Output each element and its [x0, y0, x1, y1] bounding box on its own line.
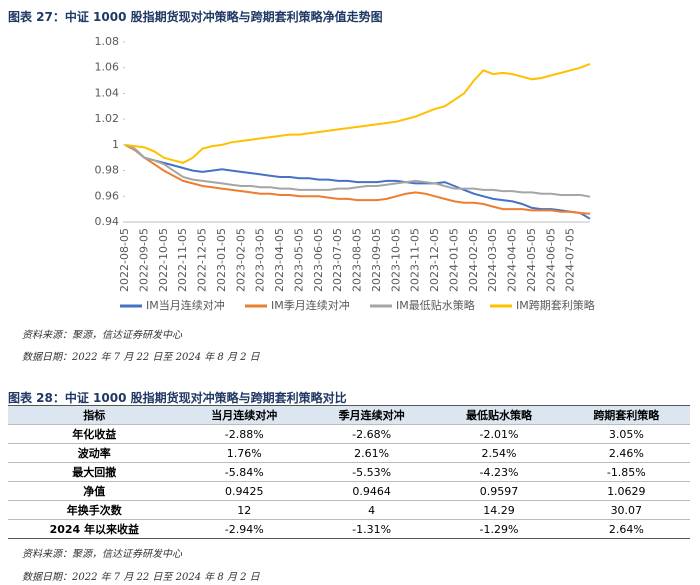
x-tick-label: 2023-10-05	[389, 228, 402, 292]
chart: 0.94 0.96 0.98 1 1.02 1.04 1.06 1.08 2022-08-05 2…	[95, 35, 595, 312]
legend-label: IM当月连续对冲	[146, 298, 225, 312]
x-tick-label: 2023-12-05	[428, 228, 441, 292]
series-line	[124, 144, 591, 215]
legend-label: IM跨期套利策略	[516, 298, 595, 312]
table-cell: -1.29%	[435, 519, 563, 539]
note: 数据日期：2022 年 7 月 22 日至 2024 年 8 月 2 日	[22, 572, 260, 583]
figure-caption: 图表 27：中证 1000 股指期货现对冲策略与跨期套利策略净值走势图	[8, 10, 383, 24]
table-cell: -4.23%	[435, 462, 563, 482]
table-cell: 净值	[8, 481, 181, 501]
y-tick-label: 1.06	[95, 61, 120, 74]
y-tick-label: 1	[112, 138, 119, 151]
table-cell: -1.31%	[307, 519, 436, 539]
table-cell: 2.61%	[307, 443, 436, 463]
x-tick-label: 2023-02-05	[234, 228, 247, 292]
x-tick-label: 2023-03-05	[254, 228, 267, 292]
x-tick-label: 2023-07-05	[331, 228, 344, 292]
x-tick-label: 2024-05-05	[525, 228, 538, 292]
table-cell: 0.9464	[307, 481, 436, 501]
legend-label: IM最低贴水策略	[396, 298, 475, 312]
table-row: 年化收益 -2.88% -2.68% -2.01% 3.05%	[8, 424, 690, 444]
table-cell: 0.9597	[435, 481, 563, 501]
series-line	[124, 143, 591, 198]
y-tick-label: 0.96	[95, 189, 120, 202]
table-cell: 季月连续对冲	[307, 405, 436, 425]
x-tick-label: 2023-05-05	[292, 228, 305, 292]
table-row: 最大回撤 -5.84% -5.53% -4.23% -1.85%	[8, 462, 690, 482]
table-cell: -5.53%	[307, 462, 436, 482]
x-tick-label: 2022-09-05	[137, 228, 150, 292]
x-tick-label: 2023-09-05	[370, 228, 383, 292]
table-caption: 图表 28：中证 1000 股指期货现对冲策略与跨期套利策略对比	[8, 391, 347, 405]
table-row: 年换手次数 12 4 14.29 30.07	[8, 500, 690, 520]
x-tick-label: 2022-08-05	[118, 228, 131, 292]
x-tick-label: 2022-10-05	[157, 228, 170, 292]
table-cell: 0.9425	[180, 481, 308, 501]
table-row: 净值 0.9425 0.9464 0.9597 1.0629	[8, 481, 690, 501]
table-cell: 指标	[8, 405, 181, 425]
y-tick-label: 1.04	[95, 86, 120, 99]
x-tick-label: 2024-02-05	[467, 228, 480, 292]
table-cell: 4	[307, 500, 436, 520]
table-cell: -2.68%	[307, 424, 436, 444]
x-tick-label: 2024-04-05	[506, 228, 519, 292]
table-cell: -2.88%	[180, 424, 308, 444]
x-tick-label: 2024-01-05	[447, 228, 460, 292]
table-row: 指标 当月连续对冲 季月连续对冲 最低贴水策略 跨期套利策略	[8, 405, 690, 425]
x-tick-label: 2022-11-05	[176, 228, 189, 292]
x-tick-label: 2022-12-05	[196, 228, 209, 292]
table-cell: 2.54%	[435, 443, 563, 463]
y-tick-label: 1.08	[95, 35, 120, 48]
note: 数据日期：2022 年 7 月 22 日至 2024 年 8 月 2 日	[22, 352, 260, 363]
note: 资料来源：聚源，信达证券研发中心	[22, 549, 182, 560]
series-line	[124, 62, 591, 164]
x-tick-label: 2023-01-05	[215, 228, 228, 292]
table-cell: 12	[180, 500, 308, 520]
note: 资料来源：聚源，信达证券研发中心	[22, 330, 182, 341]
x-tick-label: 2024-03-05	[486, 228, 499, 292]
table-cell: 3.05%	[562, 424, 690, 444]
table-cell: 最大回撤	[8, 462, 181, 482]
y-tick-label: 0.94	[95, 215, 120, 228]
x-tick-label: 2023-06-05	[312, 228, 325, 292]
table-cell: 30.07	[562, 500, 690, 520]
legend-label: IM季月连续对冲	[271, 298, 350, 312]
y-tick-label: 0.98	[95, 164, 120, 177]
table-cell: -5.84%	[180, 462, 308, 482]
table-cell: -1.85%	[562, 462, 690, 482]
x-tick-label: 2024-06-05	[544, 228, 557, 292]
table-cell: -2.94%	[180, 519, 308, 539]
table-cell: 年换手次数	[8, 500, 181, 520]
table-cell: 1.76%	[180, 443, 308, 463]
x-tick-label: 2023-04-05	[273, 228, 286, 292]
series-line	[124, 143, 591, 220]
table-cell: 2.64%	[562, 519, 690, 539]
table-cell: 当月连续对冲	[180, 405, 308, 425]
table-row: 2024 年以来收益 -2.94% -1.31% -1.29% 2.64%	[8, 519, 690, 539]
x-tick-label: 2023-11-05	[409, 228, 422, 292]
x-tick-label: 2023-08-05	[351, 228, 364, 292]
table-cell: 2.46%	[562, 443, 690, 463]
x-tick-label: 2024-07-05	[564, 228, 577, 292]
table-cell: 年化收益	[8, 424, 181, 444]
table-cell: 14.29	[435, 500, 563, 520]
table-cell: -2.01%	[435, 424, 563, 444]
y-tick-label: 1.02	[95, 112, 120, 125]
table-cell: 波动率	[8, 443, 181, 463]
table-cell: 跨期套利策略	[562, 405, 690, 425]
table-cell: 1.0629	[562, 481, 690, 501]
table-cell: 最低贴水策略	[435, 405, 563, 425]
table: 指标 当月连续对冲 季月连续对冲 最低贴水策略 跨期套利策略 年化收益 -2.88% -2.6…	[8, 405, 690, 539]
table-row: 波动率 1.76% 2.61% 2.54% 2.46%	[8, 443, 690, 463]
table-cell: 2024 年以来收益	[8, 519, 181, 539]
